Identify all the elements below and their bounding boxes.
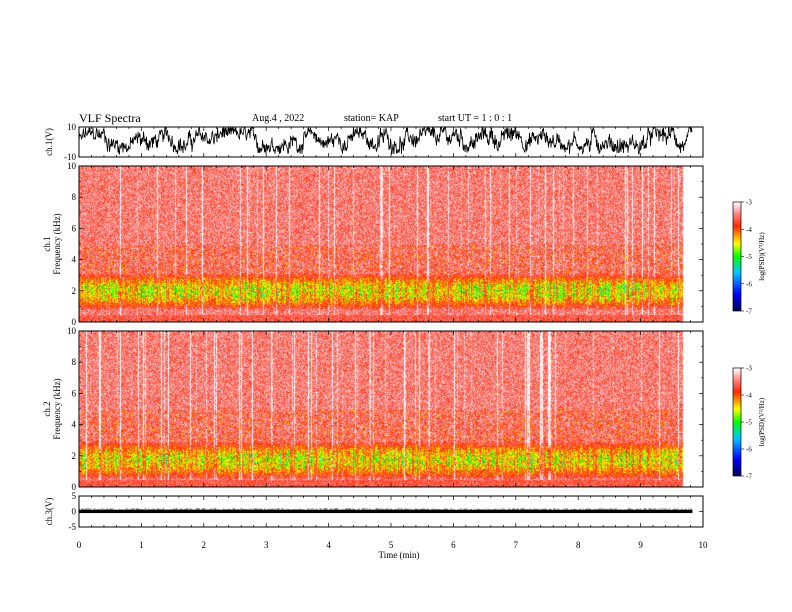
ch3-waveform-line [78,508,693,514]
station-label: station= KAP [344,113,399,124]
xtick-label: 0 [77,540,82,550]
panel-2-ytick-label: 4 [72,255,77,265]
panel-3-ytick-label: 8 [72,357,77,367]
panel-2-ylabel: ch.1Frequency (kHz) [42,213,62,274]
colorbar-tick-label: -3 [746,199,752,207]
colorbar-tick-label: -6 [746,446,752,454]
panel-2-ytick-label: 6 [72,223,77,233]
colorbar-tick-label: -4 [746,392,752,400]
panel-4-ylabel: ch.3(V) [44,498,54,526]
panel-3-ylabel: ch.2Frequency (kHz) [42,378,62,439]
colorbar-tick-label: -5 [746,419,752,427]
ch2-colorbar-image [733,368,741,476]
ch1-waveform-path [78,126,693,155]
panel-3-ytick-label: 0 [72,482,77,492]
colorbar-tick-label: -5 [746,253,752,261]
ch1-waveform-line [78,126,693,155]
panel-1-ylabel: ch.1(V) [44,128,54,156]
x-axis-label: Time (min) [379,550,420,560]
colorbar-1-frame [732,201,742,312]
panel-2-ytick-label: 10 [67,161,77,171]
colorbar-label: log(PSD)(V²/Hz) [758,232,766,281]
ch1-colorbar-image [733,202,741,311]
colorbar-tick-label: -7 [746,473,752,481]
xtick-label: 7 [514,540,519,550]
panel-4-ytick-label: 0 [72,507,77,517]
panel-3-ytick-label: 6 [72,388,77,398]
xtick-label: 9 [638,540,643,550]
panel-2-ytick-label: 2 [72,286,77,296]
panel-3-ytick-label: 4 [72,420,77,430]
ch3-waveform-path [78,508,693,510]
date-label: Aug.4 , 2022 [252,113,305,124]
figure-title: VLF Spectra [79,111,141,125]
panel-1-ytick-label: -10 [64,152,76,162]
panel-3-ytick-label: 10 [67,326,77,336]
panel-4-ytick-label: -5 [69,522,77,532]
ch3-waveform-band [79,509,693,514]
panel-3-frame [78,330,704,488]
panel-2-frame [78,165,704,323]
xtick-label: 2 [202,540,207,550]
ch2-spectrogram-image [79,331,693,487]
xtick-label: 8 [576,540,581,550]
panel-4-ytick-label: 5 [72,491,77,501]
start-ut-label: start UT = 1 : 0 : 1 [438,113,513,124]
colorbar-2-frame [732,367,742,477]
panel-1-ytick-label: 10 [67,122,77,132]
xtick-label: 10 [699,540,709,550]
colorbar-tick-label: -7 [746,308,752,316]
xtick-label: 1 [139,540,144,550]
panel-2-ytick-label: 8 [72,192,77,202]
colorbar-tick-label: -6 [746,280,752,288]
panel-3-ytick-label: 2 [72,451,77,461]
xtick-label: 6 [451,540,456,550]
panel-2-ytick-label: 0 [72,317,77,327]
colorbar-tick-label: -4 [746,226,752,234]
xtick-label: 4 [326,540,331,550]
ch1-spectrogram-image [79,166,693,322]
colorbar-label: log(PSD)(V²/Hz) [758,397,766,446]
xtick-label: 3 [264,540,269,550]
colorbar-tick-label: -3 [746,365,752,373]
xtick-label: 5 [389,540,394,550]
